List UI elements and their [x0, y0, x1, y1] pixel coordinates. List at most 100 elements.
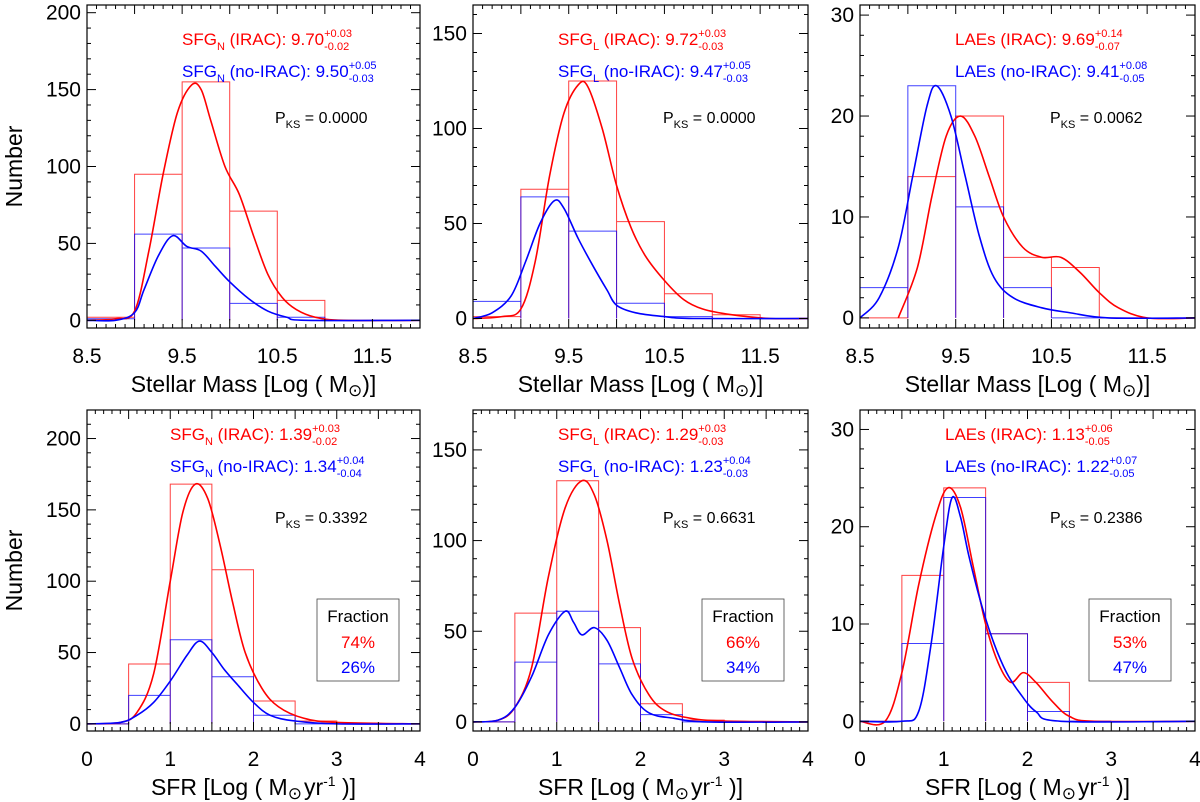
noirac-label-value: 9.41	[1086, 62, 1119, 81]
noirac-label-name: SFG	[558, 457, 593, 476]
x-tick-label: 2	[1022, 748, 1034, 771]
noirac-label-name: LAEs	[945, 457, 986, 476]
noirac-label: LAEs (no-IRAC): 9.41+0.08 -0.05	[955, 60, 1147, 85]
x-tick-label: 9.5	[554, 345, 583, 368]
pks-p: P	[663, 510, 674, 527]
y-tick-label: 50	[444, 213, 467, 236]
x-tick-label: 1	[551, 748, 563, 771]
irac-curve	[860, 486, 1195, 726]
irac-label-text: (IRAC):	[213, 425, 279, 444]
noirac-curve	[473, 610, 808, 723]
noirac-label-minus: -0.04	[337, 468, 362, 480]
noirac-label: LAEs (no-IRAC): 1.22+0.07 -0.05	[945, 455, 1137, 480]
x-axis-label-sub: ⊙	[675, 784, 689, 802]
irac-label-plus: +0.14	[1095, 28, 1123, 40]
irac-label-plus: +0.06	[1085, 423, 1113, 435]
irac-curve	[473, 479, 808, 723]
noirac-label-value: 1.34	[304, 457, 337, 476]
x-axis-label-sub: ⊙	[288, 784, 302, 802]
y-tick-label: 50	[58, 232, 81, 255]
irac-label: SFGL (IRAC): 9.72+0.03 -0.03	[558, 28, 726, 53]
y-tick-label: 0	[69, 713, 81, 736]
irac-label-text: (IRAC):	[599, 30, 665, 49]
x-axis-label-text: Stellar Mass [Log ( M	[518, 371, 735, 397]
x-tick-label: 1	[164, 748, 176, 771]
pks-label: PKS = 0.2386	[1050, 510, 1143, 531]
irac-label-sub: L	[593, 436, 599, 448]
x-tick-label: 11.5	[353, 345, 392, 368]
y-tick-label: 0	[455, 308, 467, 331]
y-tick-label: 200	[46, 428, 81, 451]
noirac-histogram	[860, 497, 1112, 722]
irac-histogram	[87, 483, 338, 725]
noirac-label-name: LAEs	[955, 62, 996, 81]
irac-label: LAEs (IRAC): 1.13+0.06 -0.05	[945, 423, 1113, 448]
fraction-noirac: 47%	[1113, 658, 1147, 677]
x-axis-label: Stellar Mass [Log ( M⊙)]	[518, 371, 764, 400]
noirac-histogram	[473, 610, 725, 723]
noirac-label-plus: +0.05	[349, 60, 377, 72]
x-tick-label: 4	[1189, 748, 1200, 771]
x-tick-label: 10.5	[257, 345, 298, 368]
fraction-box	[1088, 598, 1172, 682]
irac-label-value: 1.29	[665, 425, 698, 444]
x-axis-label: SFR [Log ( M⊙yr-1 )]	[538, 773, 743, 802]
pks-value: = 0.0000	[688, 110, 755, 127]
y-tick-label: 0	[455, 711, 467, 734]
pks-sub: KS	[674, 519, 689, 531]
noirac-label-sub: N	[217, 73, 225, 85]
pks-label: PKS = 0.3392	[275, 510, 368, 531]
x-axis-label-close: )]	[749, 371, 763, 397]
x-axis-label-close: )]	[336, 774, 356, 800]
irac-label-value: 9.70	[291, 30, 324, 49]
panel-top-right: 8.5 9.5 10.5 11.5 0 10 20 30 Stellar Mass [Log (…	[831, 4, 1196, 400]
x-tick-label: 0	[467, 748, 479, 771]
irac-label-value: 9.69	[1062, 30, 1095, 49]
pks-sub: KS	[1061, 119, 1076, 131]
x-tick-label: 8.5	[72, 345, 101, 368]
fraction-irac: 74%	[341, 633, 375, 652]
irac-label-minus: -0.02	[324, 41, 349, 53]
noirac-label-text: (no-IRAC):	[225, 62, 316, 81]
irac-curve	[897, 115, 1195, 320]
pks-sub: KS	[286, 519, 301, 531]
noirac-curve	[860, 495, 1195, 723]
y-tick-label: 50	[444, 620, 467, 643]
noirac-histogram	[473, 196, 761, 319]
y-tick-label: 100	[432, 530, 467, 553]
pks-p: P	[1050, 510, 1061, 527]
x-axis-label-text: Stellar Mass [Log ( M	[905, 371, 1122, 397]
x-axis-label-close: )]	[1136, 371, 1150, 397]
fraction-irac: 53%	[1113, 633, 1147, 652]
y-tick-label: 150	[432, 439, 467, 462]
irac-label-minus: -0.03	[698, 436, 723, 448]
noirac-label-value: 9.50	[316, 62, 349, 81]
irac-curve	[87, 482, 420, 725]
x-tick-label: 2	[635, 748, 647, 771]
fraction-box	[701, 598, 785, 682]
pks-value: = 0.0000	[300, 110, 367, 127]
noirac-label-sub: N	[205, 468, 213, 480]
irac-label-plus: +0.03	[312, 423, 340, 435]
noirac-label-sub: L	[593, 73, 599, 85]
x-tick-label: 11.5	[740, 345, 779, 368]
irac-label-minus: -0.07	[1095, 41, 1120, 53]
noirac-curve	[860, 84, 1195, 320]
y-tick-label: 100	[432, 118, 467, 141]
noirac-label-minus: -0.03	[723, 73, 748, 85]
pks-label: PKS = 0.0062	[1050, 110, 1143, 131]
noirac-label-text: (no-IRAC):	[599, 62, 690, 81]
noirac-label-name: SFG	[182, 62, 217, 81]
fraction-title: Fraction	[1099, 607, 1160, 626]
irac-label-name: LAEs	[955, 30, 996, 49]
x-tick-label: 2	[248, 748, 260, 771]
noirac-label-plus: +0.08	[1119, 60, 1147, 72]
pks-p: P	[1050, 110, 1061, 127]
x-axis-label-unit: yr	[691, 774, 711, 800]
irac-label-text: (IRAC):	[599, 425, 665, 444]
irac-label-text: (IRAC):	[996, 30, 1062, 49]
fraction-box	[316, 598, 400, 682]
x-tick-label: 11.5	[1127, 345, 1166, 368]
noirac-label-value: 1.23	[690, 457, 723, 476]
